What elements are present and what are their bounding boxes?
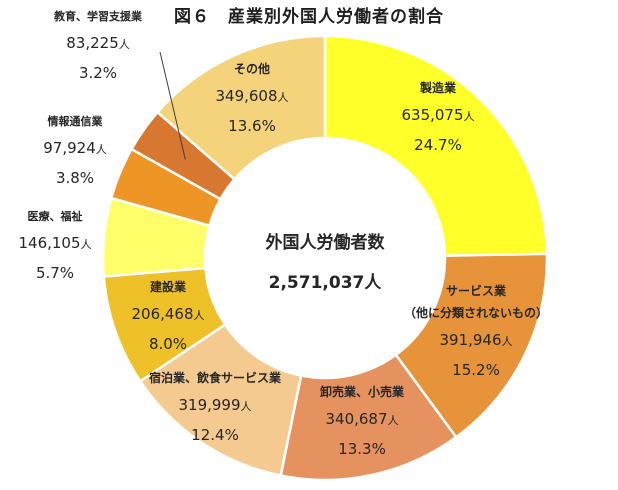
slice-category-label: 製造業: [419, 80, 457, 95]
slice-percent-label: 8.0%: [149, 335, 187, 353]
slice-percent-label: 13.6%: [228, 117, 276, 135]
slice-label-5: 建設業 206,468人 8.0%: [131, 279, 204, 353]
slice-percent-label: 15.2%: [452, 361, 500, 379]
donut-slice-9: [155, 34, 327, 181]
slice-value-label: 97,924人: [43, 139, 107, 157]
slice-percent-label: 13.3%: [338, 440, 386, 458]
donut-slice-1: [323, 34, 549, 258]
slice-value-label: 83,225人: [66, 34, 130, 52]
slice-label-8: 教育、学習支援業 83,225人 3.2%: [53, 9, 143, 82]
slice-percent-label: 12.4%: [191, 426, 239, 444]
slice-percent-label: 24.7%: [414, 136, 462, 154]
slice-category-label: 卸売業、小売業: [320, 384, 405, 399]
slice-label-6: 医療、福祉 146,105人 5.7%: [18, 209, 91, 282]
slice-category-label: 医療、福祉: [28, 209, 83, 223]
slice-percent-label: 3.8%: [56, 169, 94, 187]
slice-label-1: 製造業 635,075人 24.7%: [401, 80, 474, 154]
slice-percent-label: 3.2%: [79, 64, 117, 82]
slice-label-2: サービス業 （他に分類されないもの） 391,946人 15.2%: [404, 283, 548, 379]
slice-category-label: 建設業: [149, 279, 187, 294]
slice-value-label: 349,608人: [215, 87, 288, 105]
slice-category-label: （他に分類されないもの）: [404, 305, 548, 320]
slice-label-7: 情報通信業 97,924人 3.8%: [43, 114, 107, 187]
slice-value-label: 340,687人: [325, 410, 398, 428]
slice-label-3: 卸売業、小売業 340,687人 13.3%: [320, 384, 405, 458]
slice-value-label: 206,468人: [131, 305, 204, 323]
slice-category-label: その他: [234, 61, 270, 76]
center-total: 2,571,037人: [269, 273, 383, 293]
slice-value-label: 635,075人: [401, 106, 474, 124]
slice-percent-label: 5.7%: [36, 264, 74, 282]
donut-slice-2: [394, 252, 549, 439]
slice-value-label: 391,946人: [439, 331, 512, 349]
leader-line-education: [159, 51, 186, 160]
slice-category-label: 教育、学習支援業: [53, 9, 143, 23]
slice-category-label: 情報通信業: [48, 114, 104, 128]
slice-label-9: その他 349,608人 13.6%: [215, 61, 288, 135]
center-label: 外国人労働者数: [266, 232, 386, 253]
slice-value-label: 146,105人: [18, 234, 91, 252]
slice-value-label: 319,999人: [178, 396, 251, 414]
slice-label-4: 宿泊業、飲食サービス業 319,999人 12.4%: [149, 370, 282, 444]
slice-category-label: サービス業: [446, 283, 507, 298]
slice-category-label: 宿泊業、飲食サービス業: [149, 370, 282, 385]
chart-title: 図６ 産業別外国人労働者の割合: [174, 7, 444, 27]
